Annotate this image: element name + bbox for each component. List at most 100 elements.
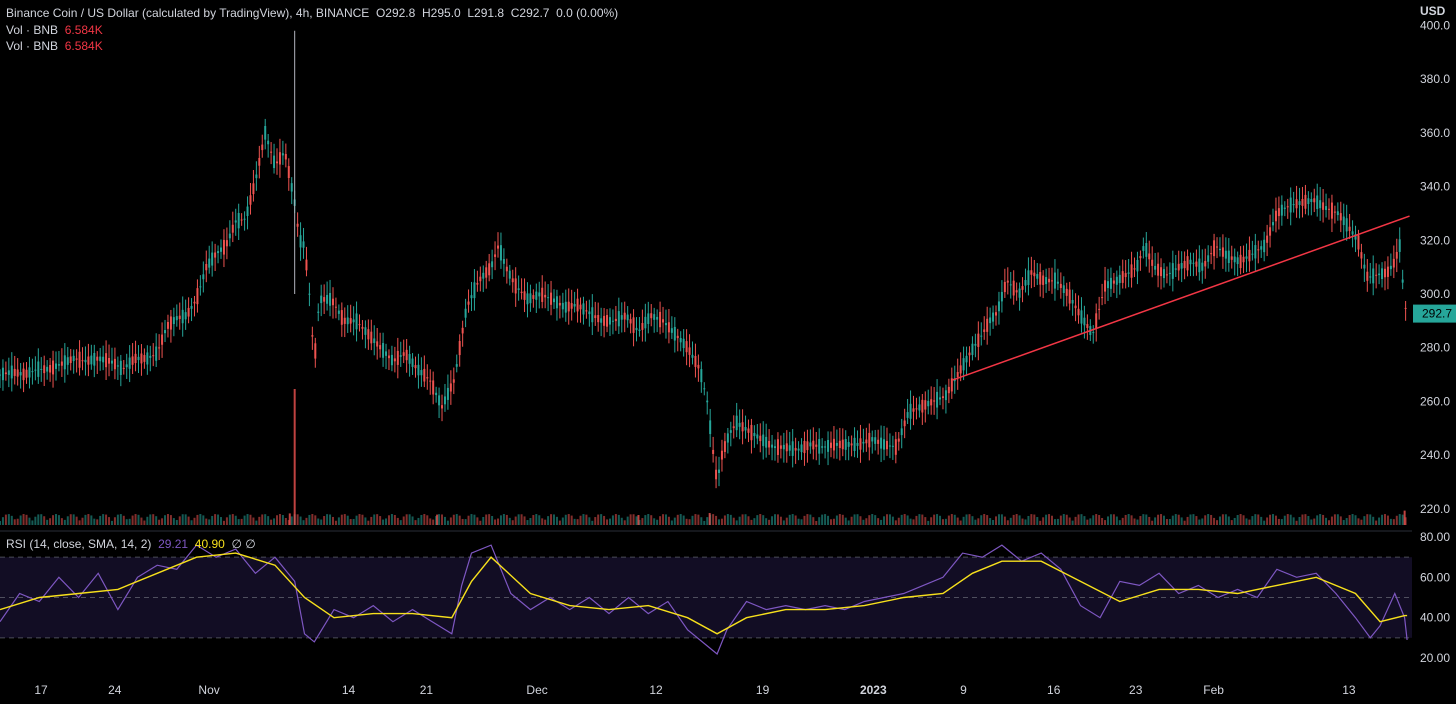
candle-body [947,386,950,394]
candle-body [824,446,827,448]
candle-body [1192,262,1195,264]
volume-bar [859,516,862,525]
candle-body [458,341,461,356]
candle-body [585,310,588,312]
volume-bar [939,515,942,525]
volume-bar [591,520,594,525]
volume-bar [408,514,411,525]
candle-body [382,343,385,358]
volume-bar [800,519,803,525]
volume-bar [299,516,302,525]
volume-bar [827,515,830,525]
volume-bar [974,519,977,525]
volume-bar [502,514,505,525]
candle-body [750,424,753,441]
candle-body [1389,265,1392,270]
volume-bar [552,514,555,525]
volume-bar [1106,516,1109,525]
volume-bar [720,518,723,525]
volume-bar [1056,518,1059,525]
x-tick-label: Feb [1203,683,1224,697]
volume-bar [715,515,718,525]
candle-body [1056,281,1059,284]
candle-body [529,293,532,304]
volume-bar [647,514,650,525]
volume-bar [950,514,953,525]
candle-body [390,354,393,366]
candle-body [906,412,909,418]
candle-body [1012,280,1015,296]
candle-body [66,357,69,365]
volume-bar [349,519,352,525]
candle-body [184,312,187,320]
volume-bar [1142,514,1145,525]
volume-bar [152,514,155,525]
volume-bar [1336,514,1339,525]
volume-bar [1130,515,1133,525]
volume-bar [379,516,382,525]
volume-bar [326,514,329,525]
candle-body [305,259,308,271]
candle-body [579,304,582,310]
candle-body [441,405,444,409]
volume-bar [105,514,108,525]
candle-body [626,314,629,321]
volume-bar [700,517,703,525]
volume-bar [664,514,667,525]
candle-body [1018,288,1021,298]
candle-body [93,353,96,366]
candle-body [205,263,208,271]
volume-bar [290,516,293,525]
volume-bar [1036,517,1039,525]
volume-bar [962,516,965,525]
volume-bar [1045,514,1048,525]
volume-bar [334,520,337,525]
volume-bar [476,517,479,525]
candle-body [1210,253,1213,255]
candle-body [4,372,7,375]
volume-bar [850,516,853,525]
volume-bar [1086,519,1089,525]
volume-bar [1260,516,1263,525]
candle-body [485,267,488,278]
rsi-ma-line [0,552,1408,635]
volume-bar [125,519,128,525]
candle-body [950,378,953,392]
volume-bar [561,517,564,525]
candle-body [1381,268,1384,280]
volume-bar [1089,518,1092,525]
volume-bar [211,515,214,525]
volume-bar [267,516,270,525]
candle-body [959,365,962,374]
candle-body [558,302,561,306]
volume-bar [941,519,944,525]
volume-bar [1277,518,1280,525]
candle-body [547,297,550,299]
candle-body [771,444,774,448]
candle-body [1115,276,1118,285]
volume-bar [582,514,585,525]
volume-bar [278,514,281,525]
volume-bar [181,514,184,525]
volume-bar [567,514,570,525]
volume-bar [1080,514,1083,525]
volume-bar [1059,515,1062,525]
volume-bar [915,515,918,525]
candle-body [800,444,803,453]
candle-body [570,303,573,309]
volume-bar [650,515,653,525]
candle-body [208,258,211,268]
candle-body [281,153,284,156]
volume-bar [888,514,891,525]
candle-body [140,353,143,364]
rsi-flags: ∅ ∅ [231,537,256,551]
candle-body [903,420,906,427]
volume-bar [880,519,883,525]
volume-bar [514,516,517,525]
candle-body [467,301,470,305]
candle-body [60,361,63,366]
volume-bar [768,519,771,525]
candle-body [1254,245,1257,259]
